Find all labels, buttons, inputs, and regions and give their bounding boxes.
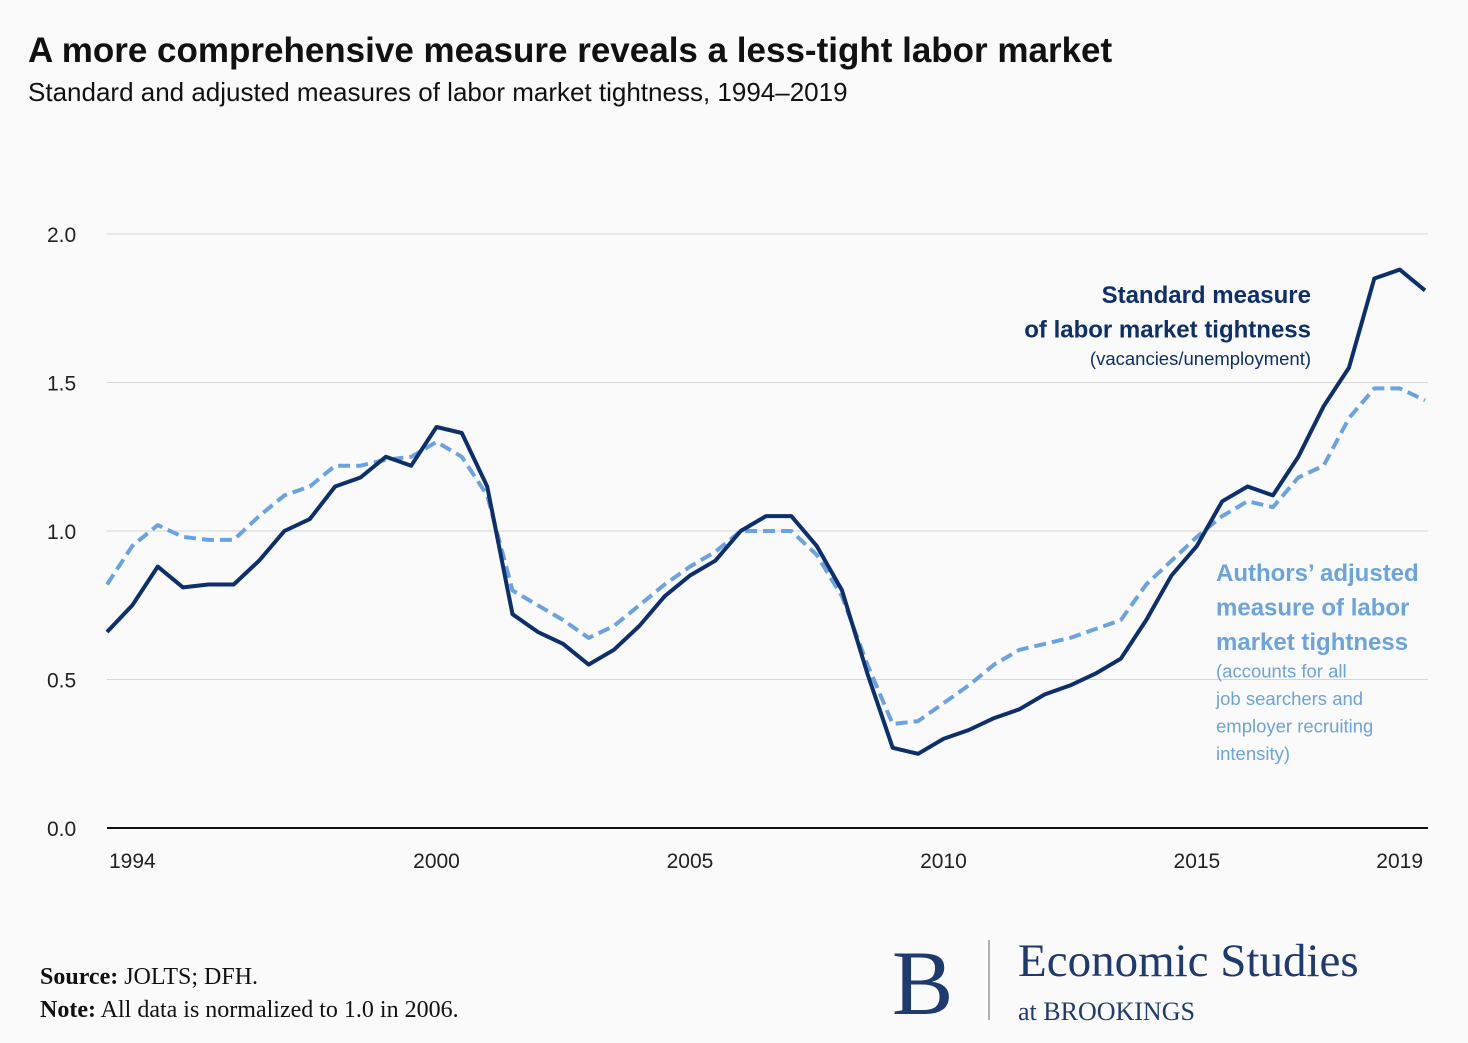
y-tick-label: 1.0 [47, 521, 76, 544]
annotation-detail: intensity) [1216, 743, 1290, 764]
annotation-detail: job searchers and [1215, 688, 1363, 709]
x-tick-label: 1994 [109, 850, 156, 873]
x-tick-label: 2010 [920, 850, 967, 873]
y-tick-label: 2.0 [47, 224, 76, 247]
annotation-line: of labor market tightness [1024, 317, 1311, 344]
annotation-line: Standard measure [1102, 282, 1311, 309]
source: Source: JOLTS; DFH. [40, 964, 258, 990]
x-tick-label: 2015 [1174, 850, 1221, 873]
x-tick-label: 2000 [413, 850, 460, 873]
note-text: All data is normalized to 1.0 in 2006. [101, 997, 459, 1023]
annotation-line: measure of labor [1216, 595, 1409, 622]
series-line [105, 267, 1427, 756]
chart-title: A more comprehensive measure reveals a l… [28, 31, 1113, 70]
y-tick-label: 1.5 [47, 373, 76, 396]
annotation-detail: (accounts for all [1216, 661, 1347, 682]
annotation-detail: (vacancies/unemployment) [1090, 348, 1311, 369]
x-tick-label: 2019 [1376, 850, 1423, 873]
logo-subtitle: at BROOKINGS [1018, 997, 1195, 1026]
series-line [105, 386, 1426, 726]
note: Note: All data is normalized to 1.0 in 2… [40, 997, 459, 1023]
annotation-line: market tightness [1216, 629, 1408, 656]
chart-subtitle: Standard and adjusted measures of labor … [28, 77, 848, 107]
y-tick-label: 0.0 [47, 818, 76, 841]
annotation-detail: employer recruiting [1216, 716, 1373, 737]
source-label: Source: [40, 964, 118, 990]
source-text: JOLTS; DFH. [124, 964, 258, 990]
logo-letter: B [892, 932, 953, 1034]
logo-title: Economic Studies [1018, 935, 1359, 987]
y-tick-label: 0.5 [47, 670, 76, 693]
x-tick-label: 2005 [667, 850, 714, 873]
annotation-line: Authors’ adjusted [1216, 560, 1419, 587]
note-label: Note: [40, 997, 96, 1023]
